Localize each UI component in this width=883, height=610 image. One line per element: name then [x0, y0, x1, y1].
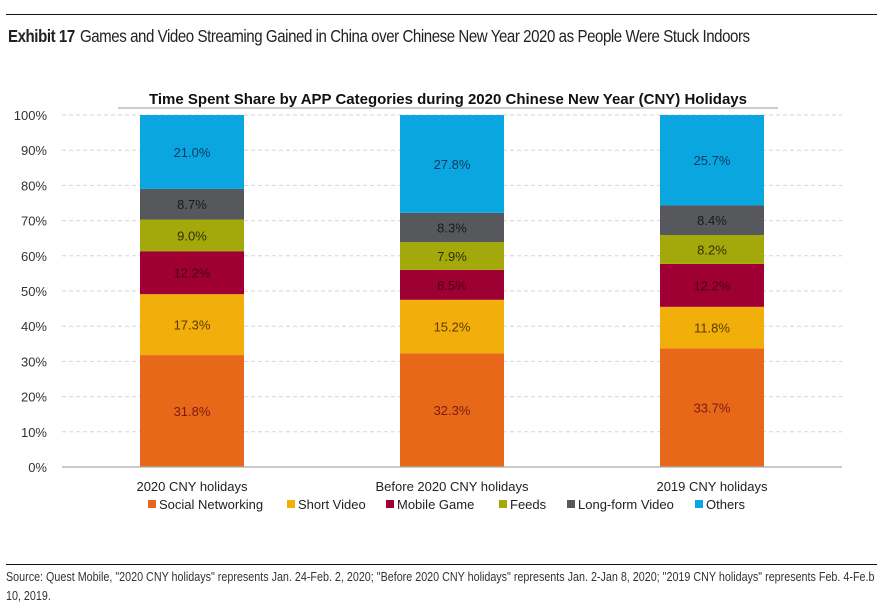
data-label: 12.2% [174, 266, 211, 281]
y-tick-label: 100% [14, 108, 48, 123]
bar-segment-mobile-game [140, 251, 244, 295]
bar-segment-feeds [140, 219, 244, 252]
y-tick-label: 50% [21, 284, 47, 299]
y-tick-label: 70% [21, 214, 47, 229]
legend-swatch [148, 500, 156, 508]
bar-segment-social-networking [660, 348, 764, 467]
data-label: 8.2% [697, 242, 727, 257]
bar-segment-feeds [660, 235, 764, 264]
bottom-rule [6, 564, 877, 565]
exhibit-number: Exhibit 17 [8, 26, 75, 46]
bar-segment-mobile-game [400, 269, 504, 300]
data-label: 8.3% [437, 220, 467, 235]
bar-segment-others [140, 115, 244, 189]
y-tick-label: 80% [21, 178, 47, 193]
bar-segment-social-networking [400, 353, 504, 467]
bar-segment-long-form-video [660, 205, 764, 236]
data-label: 8.5% [437, 278, 467, 293]
bar-stack: 33.7% 11.8% 12.2% 8.2% 8.4% 25.7% [660, 115, 764, 467]
bar-segment-short-video [140, 294, 244, 356]
legend-swatch [386, 500, 394, 508]
data-label: 12.2% [694, 278, 731, 293]
data-label: 25.7% [694, 153, 731, 168]
legend-item: Feeds [499, 497, 547, 512]
legend-item: Long-form Video [567, 497, 674, 512]
data-label: 33.7% [694, 401, 731, 416]
bar-segment-mobile-game [660, 263, 764, 307]
legend-swatch [287, 500, 295, 508]
exhibit-heading: Exhibit 17 Games and Video Streaming Gain… [8, 26, 750, 47]
legend: Social Networking Short Video Mobile Game F… [148, 497, 746, 512]
y-tick-label: 30% [21, 354, 47, 369]
legend-label: Mobile Game [397, 497, 474, 512]
bar-segment-long-form-video [140, 188, 244, 220]
legend-label: Others [706, 497, 746, 512]
source-note: Source: Quest Mobile, "2020 CNY holidays… [6, 570, 875, 603]
x-category-label: 2019 CNY holidays [656, 479, 768, 494]
data-label: 31.8% [174, 404, 211, 419]
data-label: 9.0% [177, 228, 207, 243]
y-tick-label: 40% [21, 319, 47, 334]
legend-label: Long-form Video [578, 497, 674, 512]
legend-swatch [499, 500, 507, 508]
data-label: 8.4% [697, 213, 727, 228]
bar-segment-short-video [400, 299, 504, 354]
bar-segment-social-networking [140, 355, 244, 467]
bar-segment-others [400, 115, 504, 213]
legend-item: Others [695, 497, 746, 512]
data-label: 17.3% [174, 318, 211, 333]
stacked-bar-chart: Time Spent Share by APP Categories durin… [14, 91, 842, 512]
bar-segment-short-video [660, 306, 764, 349]
top-rule [6, 14, 877, 15]
bar-segment-others [660, 115, 764, 206]
legend-item: Social Networking [148, 497, 263, 512]
bar-segment-feeds [400, 242, 504, 270]
legend-label: Feeds [510, 497, 547, 512]
bar-stack: 31.8% 17.3% 12.2% 9.0% 8.7% 21.0% [140, 115, 244, 467]
y-tick-label: 0% [28, 460, 47, 475]
legend-label: Short Video [298, 497, 366, 512]
legend-item: Mobile Game [386, 497, 474, 512]
data-label: 27.8% [434, 157, 471, 172]
bars: 31.8% 17.3% 12.2% 9.0% 8.7% 21.0% 32.3% 15.2% 8.… [140, 115, 764, 467]
legend-item: Short Video [287, 497, 366, 512]
y-tick-label: 90% [21, 143, 47, 158]
y-tick-label: 10% [21, 425, 47, 440]
data-label: 32.3% [434, 403, 471, 418]
exhibit-title: Games and Video Streaming Gained in Chin… [79, 26, 750, 46]
y-axis-ticks: 0% 10% 20% 30% 40% 50% 60% 70% 80% 90% 100% [14, 108, 48, 475]
legend-swatch [695, 500, 703, 508]
chart-title: Time Spent Share by APP Categories durin… [149, 91, 747, 108]
x-category-label: Before 2020 CNY holidays [376, 479, 529, 494]
y-tick-label: 60% [21, 249, 47, 264]
legend-label: Social Networking [159, 497, 263, 512]
y-tick-label: 20% [21, 390, 47, 405]
data-label: 15.2% [434, 320, 471, 335]
data-label: 21.0% [174, 145, 211, 160]
data-label: 8.7% [177, 197, 207, 212]
bar-stack: 32.3% 15.2% 8.5% 7.9% 8.3% 27.8% [400, 115, 504, 467]
data-label: 11.8% [694, 321, 730, 336]
x-category-label: 2020 CNY holidays [136, 479, 248, 494]
legend-swatch [567, 500, 575, 508]
x-axis-categories: 2020 CNY holidays Before 2020 CNY holiday… [136, 479, 768, 494]
data-label: 7.9% [437, 249, 467, 264]
bar-segment-long-form-video [400, 212, 504, 243]
